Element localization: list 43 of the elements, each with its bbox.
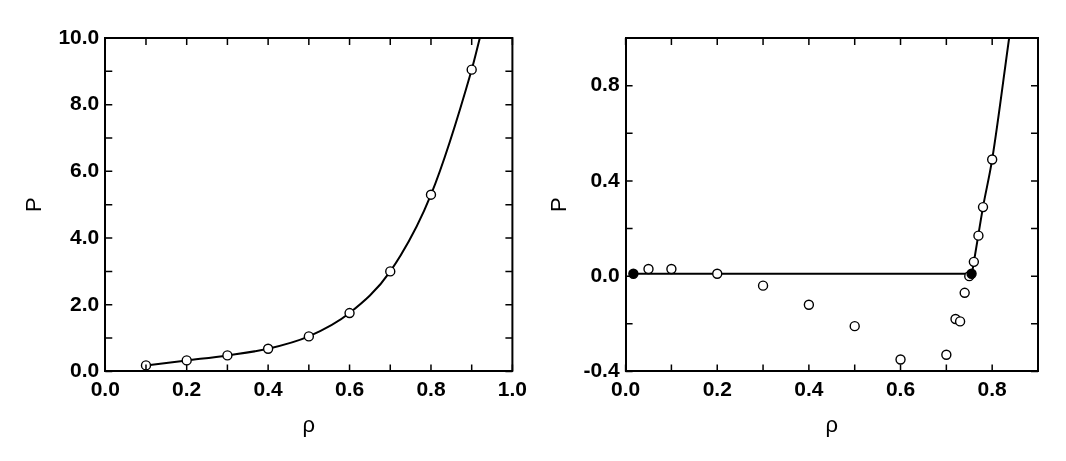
point: [803, 299, 815, 310]
point: [895, 354, 906, 365]
point: [425, 189, 437, 200]
y-axis-title: P: [546, 197, 572, 213]
point: [959, 287, 970, 299]
y-tick-label: 0.0: [590, 262, 620, 286]
x-tick-label: 0.6: [885, 376, 916, 400]
y-tick-label: 6.0: [70, 158, 100, 182]
point: [968, 256, 980, 268]
y-tick-label: 10.0: [58, 24, 100, 48]
x-tick-label: 1.0: [497, 376, 528, 400]
x-axis-title: ρ: [825, 411, 839, 437]
point: [941, 349, 952, 360]
x-tick-label: 0.6: [334, 376, 365, 400]
y-axis-title: P: [21, 197, 47, 213]
point: [986, 154, 998, 165]
point: [757, 280, 769, 291]
point: [973, 230, 984, 241]
point: [344, 307, 355, 319]
point: [466, 64, 477, 75]
point: [385, 266, 396, 277]
point: [262, 343, 274, 354]
point: [181, 355, 192, 366]
point: [303, 331, 315, 342]
point: [222, 350, 233, 361]
point: [849, 320, 860, 332]
x-tick-label: 0.4: [794, 376, 824, 400]
point: [977, 201, 989, 213]
y-tick-label: 0.4: [590, 167, 620, 191]
point: [643, 263, 654, 275]
x-tick-label: 0.8: [416, 376, 446, 400]
x-axis-title: ρ: [302, 411, 316, 437]
y-tick-label: 4.0: [70, 224, 100, 248]
x-tick-label: 0.2: [172, 376, 202, 400]
point: [712, 268, 723, 279]
x-tick-label: 0.4: [253, 376, 284, 400]
x-tick-label: 0.8: [977, 376, 1008, 400]
y-tick-label: 2.0: [70, 291, 100, 315]
y-tick-label: 0.8: [590, 72, 620, 96]
x-tick-label: 0.2: [702, 376, 732, 400]
y-tick-label: 8.0: [70, 91, 100, 115]
point: [954, 316, 966, 327]
point: [666, 263, 677, 275]
